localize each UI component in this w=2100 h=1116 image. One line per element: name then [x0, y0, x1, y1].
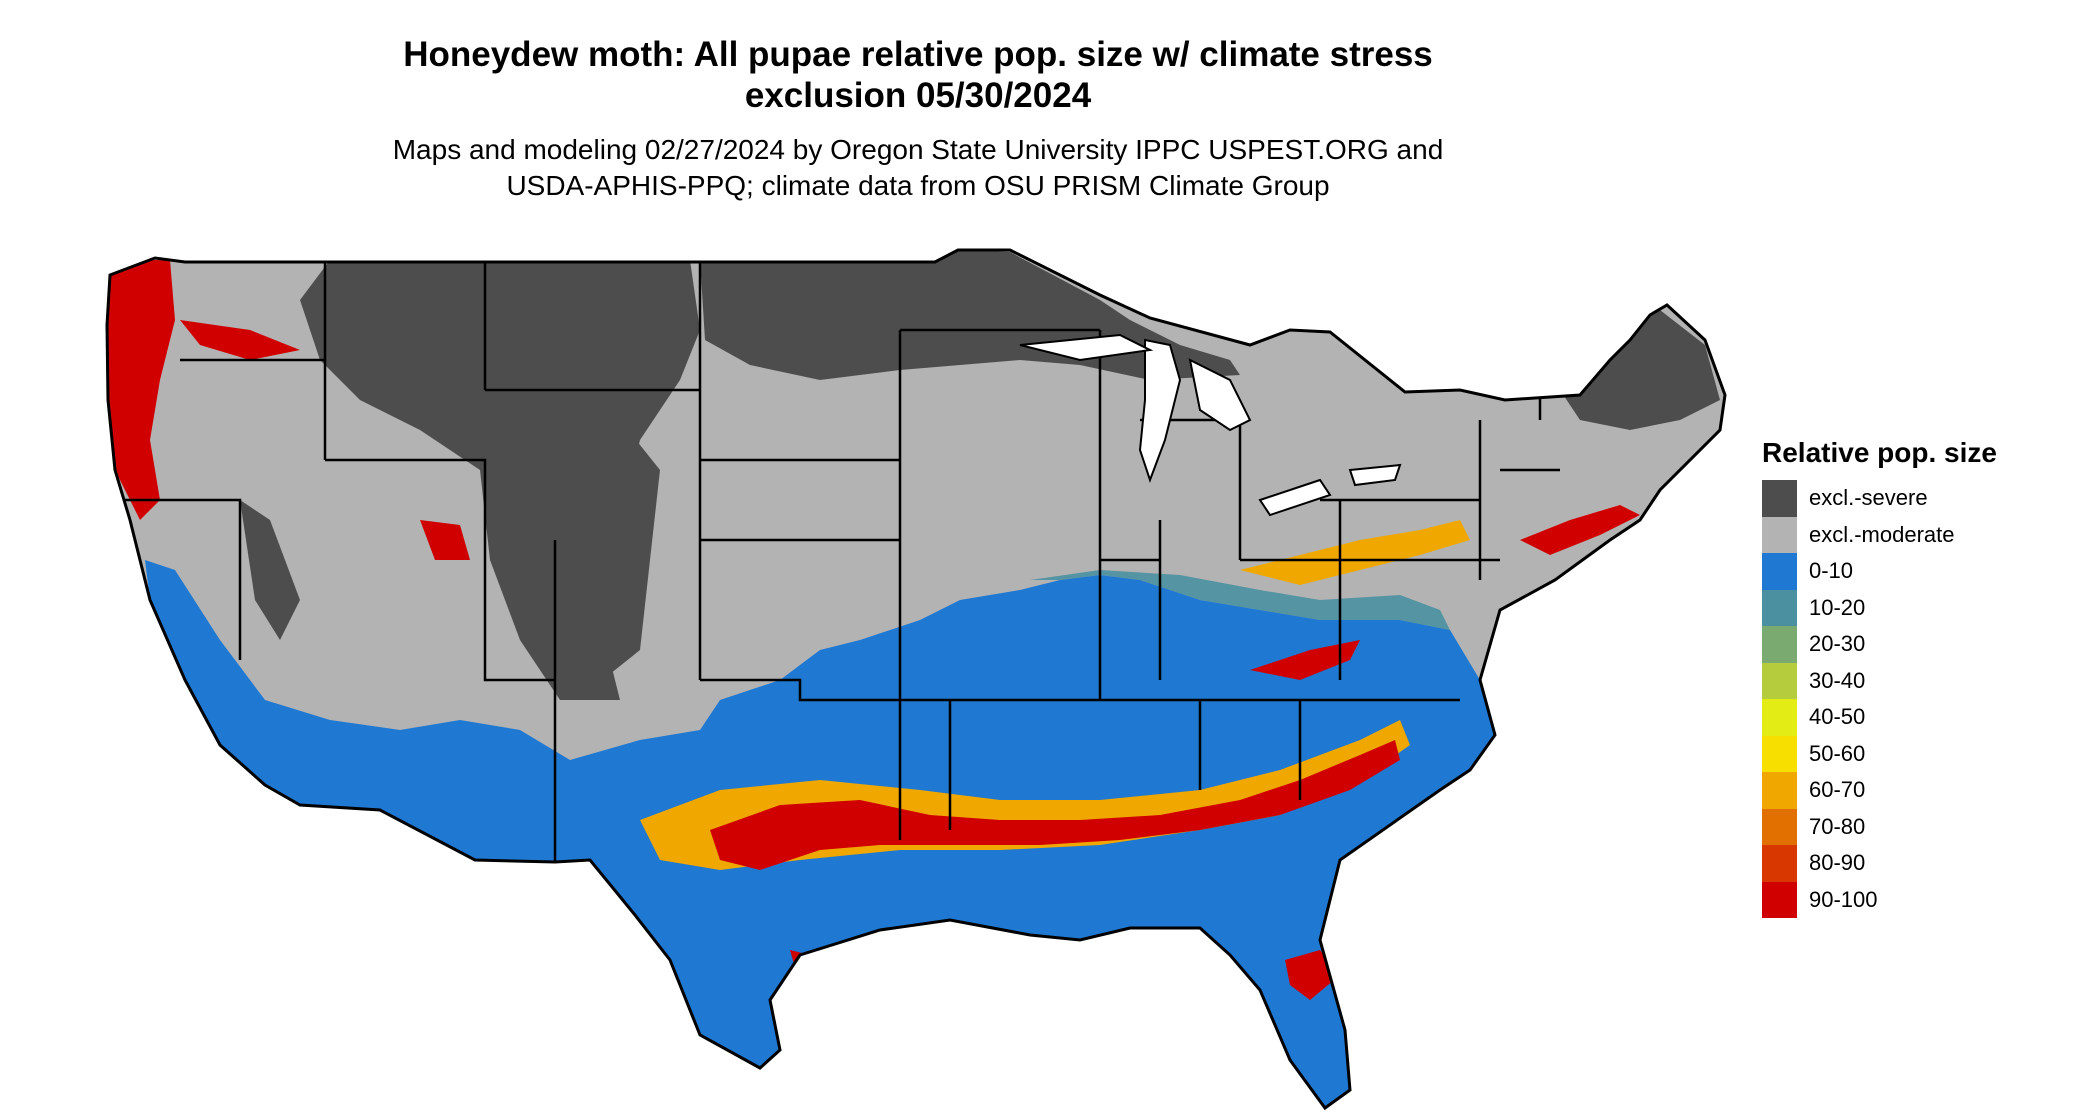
legend-swatch — [1762, 845, 1797, 882]
legend-label: 40-50 — [1809, 704, 1866, 730]
legend-title: Relative pop. size — [1762, 437, 1997, 468]
title-block: Honeydew moth: All pupae relative pop. s… — [0, 34, 1836, 204]
legend-item: 40-50 — [1762, 699, 1997, 736]
legend-item: 60-70 — [1762, 772, 1997, 809]
legend-items: excl.-severe excl.-moderate 0-10 10-20 20-30… — [1762, 480, 1997, 918]
us-outline — [105, 248, 1727, 1111]
legend-swatch — [1762, 589, 1797, 626]
legend-label: 20-30 — [1809, 631, 1866, 657]
legend-label: 30-40 — [1809, 667, 1866, 693]
map-subtitle-line-2: USDA-APHIS-PPQ; climate data from OSU PR… — [506, 170, 1330, 201]
legend-item: 0-10 — [1762, 553, 1997, 590]
legend-item: 10-20 — [1762, 589, 1997, 626]
legend-label: 70-80 — [1809, 813, 1866, 839]
legend-swatch — [1762, 553, 1797, 590]
map-subtitle: Maps and modeling 02/27/2024 by Oregon S… — [0, 132, 1836, 204]
region-90-100-west-coast — [107, 260, 470, 560]
legend-swatch — [1762, 735, 1797, 772]
legend-label: 80-90 — [1809, 850, 1866, 876]
map-subtitle-line-1: Maps and modeling 02/27/2024 by Oregon S… — [392, 134, 1444, 165]
legend-item: excl.-moderate — [1762, 516, 1997, 553]
legend-swatch — [1762, 662, 1797, 699]
legend-item: 50-60 — [1762, 735, 1997, 772]
map-title-line-1: Honeydew moth: All pupae relative pop. s… — [403, 35, 1433, 74]
legend-label: 60-70 — [1809, 777, 1866, 803]
legend-swatch — [1762, 881, 1797, 918]
legend-swatch — [1762, 808, 1797, 845]
legend-swatch — [1762, 699, 1797, 736]
legend-swatch — [1762, 772, 1797, 809]
legend: Relative pop. size excl.-severe excl.-mod… — [1762, 436, 1997, 918]
map-title: Honeydew moth: All pupae relative pop. s… — [0, 34, 1836, 116]
legend-label: 90-100 — [1809, 886, 1878, 912]
legend-label: 50-60 — [1809, 740, 1866, 766]
legend-item: 90-100 — [1762, 881, 1997, 918]
legend-swatch — [1762, 516, 1797, 553]
legend-item: 70-80 — [1762, 808, 1997, 845]
legend-label: 10-20 — [1809, 594, 1866, 620]
legend-item: 20-30 — [1762, 626, 1997, 663]
legend-item: 30-40 — [1762, 662, 1997, 699]
legend-label: excl.-severe — [1809, 485, 1928, 511]
legend-item: 80-90 — [1762, 845, 1997, 882]
map-title-line-2: exclusion 05/30/2024 — [744, 76, 1092, 115]
region-10-20 — [1030, 570, 1450, 630]
legend-label: excl.-moderate — [1809, 521, 1955, 547]
great-lakes — [1019, 333, 1402, 517]
legend-item: excl.-severe — [1762, 480, 1997, 517]
legend-swatch — [1762, 480, 1797, 517]
legend-label: 0-10 — [1809, 558, 1854, 584]
legend-swatch — [1762, 626, 1797, 663]
